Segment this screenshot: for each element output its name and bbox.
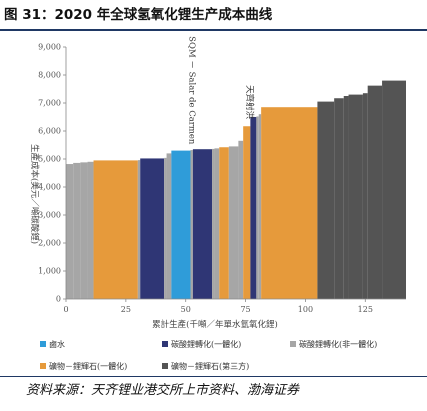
figure-title: 图 31：2020 年全球氢氧化锂生产成本曲线 — [4, 7, 273, 23]
axes: 0 1,000 2,000 3,000 4,000 5,000 6,000 7,000 8,00… — [38, 43, 406, 314]
chart-legend: 鹵水 碳酸鋰轉化(一體化) 碳酸鋰轉化(非一體化) 礦物－鋰輝石(一體化) 礦物－鋰輝石… — [40, 339, 377, 371]
x-tick-label-1: 25 — [121, 305, 131, 314]
cost-bar-5 — [137, 160, 141, 299]
y-axis-label: 生產成本(美元／噸碳酸鋰) — [29, 144, 40, 244]
cost-bar-21 — [261, 107, 318, 299]
cost-bar-12 — [212, 148, 215, 299]
y-tick-label-2: 2,000 — [38, 239, 61, 248]
source-note: 资料来源：天齐锂业港交所上市资料、渤海证券 — [26, 383, 300, 398]
cost-bar-20 — [258, 114, 262, 299]
x-axis-label: 累計生產(千噸／年單水氫氧化鋰) — [152, 319, 278, 330]
cost-bar-22 — [317, 101, 335, 299]
cost-bar-25 — [348, 94, 363, 299]
y-tick-label-7: 7,000 — [38, 99, 61, 108]
cost-bar-16 — [238, 140, 244, 299]
x-tick-label-5: 125 — [358, 305, 373, 314]
cost-bar-27 — [367, 85, 383, 299]
cost-bar-8 — [166, 153, 172, 299]
y-tick-label-9: 9,000 — [38, 43, 61, 52]
y-tick-label-3: 3,000 — [38, 211, 61, 220]
x-tick-label-2: 50 — [181, 305, 191, 314]
legend-label-2: 碳酸鋰轉化(非一體化) — [299, 339, 377, 349]
cost-bar-11 — [192, 149, 213, 299]
x-tick-label-0: 0 — [63, 305, 68, 314]
chart-annotations: SQM － Salar de Carmen 天齊射洪 — [186, 36, 255, 145]
cost-bar-4 — [93, 160, 138, 299]
cost-bar-6 — [140, 158, 165, 299]
source-rule — [0, 376, 427, 377]
x-tick-label-4: 100 — [298, 305, 313, 314]
legend-swatch-1 — [162, 341, 168, 347]
cost-bar-19 — [256, 116, 259, 299]
legend-label-0: 鹵水 — [49, 339, 65, 349]
cost-bars — [66, 80, 406, 300]
annotation-0: SQM － Salar de Carmen — [186, 36, 196, 145]
cost-bar-2 — [80, 162, 88, 299]
legend-swatch-4 — [162, 363, 168, 369]
y-tick-label-6: 6,000 — [38, 127, 61, 136]
cost-bar-1 — [73, 162, 81, 299]
y-tick-label-4: 4,000 — [38, 183, 61, 192]
cost-bar-17 — [243, 126, 251, 300]
legend-swatch-3 — [40, 363, 46, 369]
cost-bar-13 — [214, 148, 220, 299]
legend-label-1: 碳酸鋰轉化(一體化) — [171, 339, 241, 349]
annotation-1: 天齊射洪 — [244, 85, 255, 120]
legend-label-3: 礦物－鋰輝石(一體化) — [49, 361, 127, 371]
title-rule — [0, 29, 427, 31]
cost-bar-15 — [228, 146, 239, 299]
cost-bar-9 — [171, 150, 191, 299]
cost-bar-18 — [250, 117, 257, 299]
y-tick-label-8: 8,000 — [38, 71, 61, 80]
cost-bar-3 — [87, 161, 94, 299]
legend-swatch-0 — [40, 341, 46, 347]
cost-bar-24 — [343, 96, 349, 299]
cost-bar-26 — [362, 93, 368, 299]
cost-bar-23 — [334, 98, 344, 300]
legend-label-4: 礦物－鋰輝石(第三方) — [171, 361, 249, 371]
y-tick-label-5: 5,000 — [38, 155, 61, 164]
cost-bar-7 — [164, 157, 167, 299]
x-tick-label-3: 75 — [240, 305, 250, 314]
cost-bar-10 — [190, 150, 193, 299]
cost-bar-0 — [66, 164, 74, 299]
cost-bar-14 — [219, 147, 229, 299]
legend-swatch-2 — [290, 341, 296, 347]
y-tick-label-0: 0 — [56, 295, 61, 304]
cost-bar-28 — [382, 80, 406, 299]
y-tick-label-1: 1,000 — [38, 267, 61, 276]
cost-curve-chart: 0 1,000 2,000 3,000 4,000 5,000 6,000 7,000 8,00… — [29, 36, 406, 371]
